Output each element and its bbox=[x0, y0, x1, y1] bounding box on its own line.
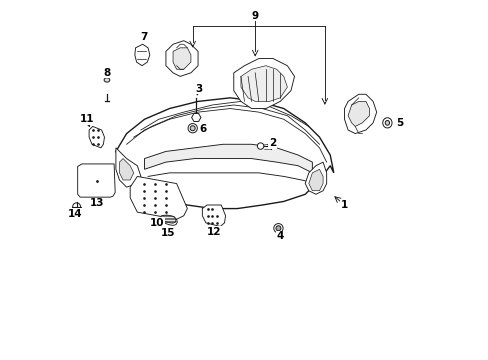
Text: 3: 3 bbox=[195, 84, 202, 94]
Ellipse shape bbox=[273, 224, 283, 233]
Text: 9: 9 bbox=[251, 11, 258, 21]
Ellipse shape bbox=[188, 123, 197, 133]
Ellipse shape bbox=[73, 203, 81, 211]
Polygon shape bbox=[135, 44, 149, 66]
Polygon shape bbox=[344, 94, 376, 134]
Text: 13: 13 bbox=[90, 198, 104, 208]
Polygon shape bbox=[144, 144, 312, 173]
Polygon shape bbox=[130, 176, 187, 219]
Polygon shape bbox=[241, 66, 287, 102]
Text: 4: 4 bbox=[276, 231, 284, 242]
Text: 2: 2 bbox=[268, 138, 275, 148]
Text: 8: 8 bbox=[103, 68, 111, 78]
Text: 15: 15 bbox=[160, 228, 175, 238]
Polygon shape bbox=[78, 164, 115, 197]
Polygon shape bbox=[159, 215, 177, 225]
Polygon shape bbox=[116, 98, 333, 208]
Text: 12: 12 bbox=[206, 227, 221, 237]
Ellipse shape bbox=[275, 226, 281, 231]
Polygon shape bbox=[202, 205, 225, 226]
Text: 14: 14 bbox=[67, 209, 82, 219]
Text: 10: 10 bbox=[149, 218, 164, 228]
Ellipse shape bbox=[385, 121, 389, 125]
Polygon shape bbox=[165, 41, 198, 76]
Polygon shape bbox=[308, 169, 323, 191]
Polygon shape bbox=[233, 59, 294, 109]
Polygon shape bbox=[347, 102, 369, 126]
Ellipse shape bbox=[382, 118, 391, 128]
Text: 5: 5 bbox=[395, 118, 403, 128]
Text: 11: 11 bbox=[79, 114, 94, 124]
Text: 7: 7 bbox=[140, 32, 147, 42]
Polygon shape bbox=[191, 113, 201, 122]
Text: 1: 1 bbox=[340, 200, 347, 210]
Text: 6: 6 bbox=[200, 124, 206, 134]
Ellipse shape bbox=[257, 143, 263, 149]
Polygon shape bbox=[160, 215, 176, 223]
Ellipse shape bbox=[190, 126, 195, 131]
Polygon shape bbox=[89, 126, 104, 148]
Polygon shape bbox=[173, 48, 190, 69]
Ellipse shape bbox=[104, 78, 110, 82]
Polygon shape bbox=[119, 158, 134, 180]
Polygon shape bbox=[116, 148, 141, 187]
Polygon shape bbox=[305, 162, 326, 194]
